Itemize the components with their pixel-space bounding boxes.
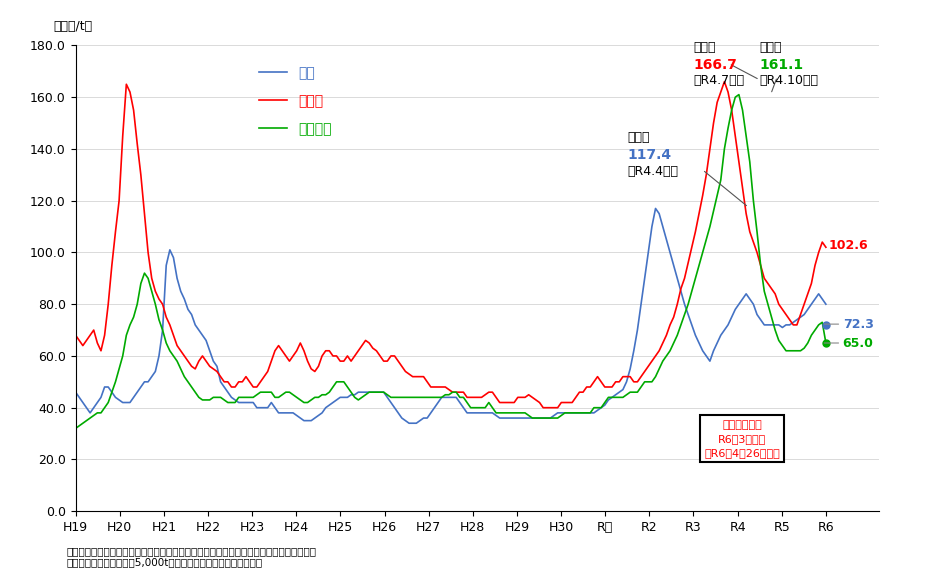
Text: 注：財務省貿易統計における各月の輸入量と輸入額をもとに、農林水産省において作成。: 注：財務省貿易統計における各月の輸入量と輸入額をもとに、農林水産省において作成。 (66, 546, 316, 556)
尿素 (255, 404, 266, 411)
尿素 (606, 394, 617, 401)
尿素 (649, 205, 661, 212)
尿素 (819, 301, 831, 308)
尿素 (70, 389, 81, 395)
りん安 (330, 353, 342, 360)
塗化加里 (733, 91, 744, 98)
尿素 (125, 399, 136, 406)
Text: 最高値: 最高値 (759, 41, 782, 53)
りん安 (563, 399, 574, 406)
塗化加里 (559, 410, 570, 416)
Text: 102.6: 102.6 (827, 239, 867, 252)
Line: 塗化加里: 塗化加里 (76, 95, 825, 428)
塗化加里 (255, 389, 266, 395)
Text: （R4.7月）: （R4.7月） (693, 74, 744, 87)
尿素 (801, 306, 813, 313)
りん安 (606, 383, 617, 390)
りん安 (819, 244, 831, 250)
りん安 (255, 378, 266, 385)
Line: 尿素: 尿素 (76, 208, 825, 423)
Text: 直近データは
R6年3月の値
（R6．4．26公表）: 直近データは R6年3月の値 （R6．4．26公表） (703, 420, 779, 458)
Text: （R4.10月）: （R4.10月） (759, 74, 818, 87)
Text: （R4.4月）: （R4.4月） (627, 165, 678, 178)
Text: 161.1: 161.1 (759, 58, 803, 72)
Text: 65.0: 65.0 (842, 336, 872, 349)
Legend: 尿素, りん安, 塗化加里: 尿素, りん安, 塗化加里 (259, 66, 331, 136)
塗化加里 (125, 321, 136, 328)
尿素 (403, 420, 414, 427)
Text: 72.3: 72.3 (842, 318, 872, 331)
Text: 最高値: 最高値 (627, 131, 649, 144)
りん安 (125, 89, 136, 95)
Line: りん安: りん安 (76, 82, 825, 408)
Text: 最高値: 最高値 (693, 41, 716, 53)
尿素 (563, 410, 574, 416)
りん安 (70, 332, 81, 339)
塗化加里 (330, 378, 342, 385)
Text: 月当たりの輸入量が5,000t台以下の月は前月の価格を表記。: 月当たりの輸入量が5,000t台以下の月は前月の価格を表記。 (66, 557, 262, 567)
塗化加里 (70, 425, 81, 432)
塗化加里 (798, 345, 809, 352)
尿素 (330, 396, 342, 403)
Text: 166.7: 166.7 (693, 58, 736, 72)
Text: 117.4: 117.4 (627, 148, 670, 162)
塗化加里 (602, 394, 614, 401)
りん安 (537, 404, 548, 411)
Text: （千円/t）: （千円/t） (54, 19, 93, 32)
りん安 (718, 78, 730, 85)
りん安 (801, 290, 813, 297)
塗化加里 (819, 340, 831, 346)
